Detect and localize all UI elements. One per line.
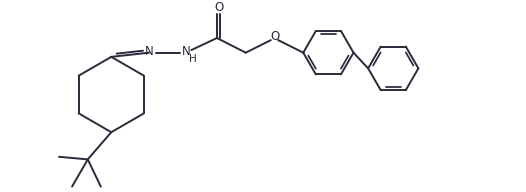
Text: N: N bbox=[145, 45, 154, 58]
Text: N: N bbox=[182, 45, 191, 58]
Text: O: O bbox=[214, 1, 223, 14]
Text: O: O bbox=[270, 31, 279, 43]
Text: H: H bbox=[189, 55, 197, 65]
